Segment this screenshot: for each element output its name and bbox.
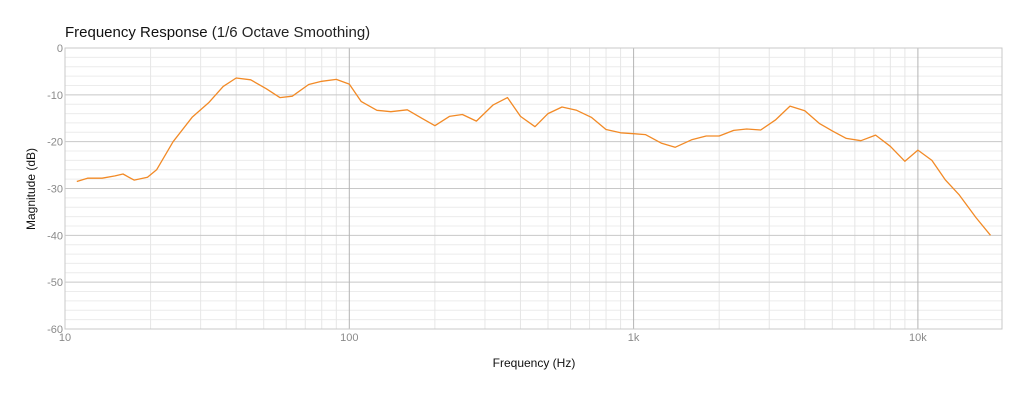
tick-labels: 10 100 1k 10k 0 -10 -20 -30 -40 -50 -60 — [47, 43, 927, 344]
y-axis-label: Magnitude (dB) — [24, 148, 38, 230]
chart-subtitle: (1/6 Octave Smoothing) — [211, 24, 371, 41]
y-tick-label: -40 — [47, 230, 63, 242]
grid — [64, 47, 1002, 330]
x-tick-label: 10 — [59, 332, 71, 344]
y-tick-label: -60 — [47, 324, 63, 336]
x-axis-label: Frequency (Hz) — [493, 356, 576, 370]
y-tick-label: -10 — [47, 90, 63, 102]
y-tick-label: -20 — [47, 137, 63, 149]
chart-title-main: Frequency Response — [65, 24, 208, 41]
y-tick-label: 0 — [57, 43, 63, 55]
y-tick-label: -30 — [47, 184, 63, 196]
chart-title: Frequency Response (1/6 Octave Smoothing… — [65, 24, 370, 41]
x-tick-label: 100 — [340, 332, 358, 344]
x-tick-label: 1k — [628, 332, 640, 344]
x-tick-label: 10k — [909, 332, 927, 344]
plot-frame — [64, 47, 1003, 330]
series-line — [76, 77, 992, 236]
y-tick-label: -50 — [47, 277, 63, 289]
